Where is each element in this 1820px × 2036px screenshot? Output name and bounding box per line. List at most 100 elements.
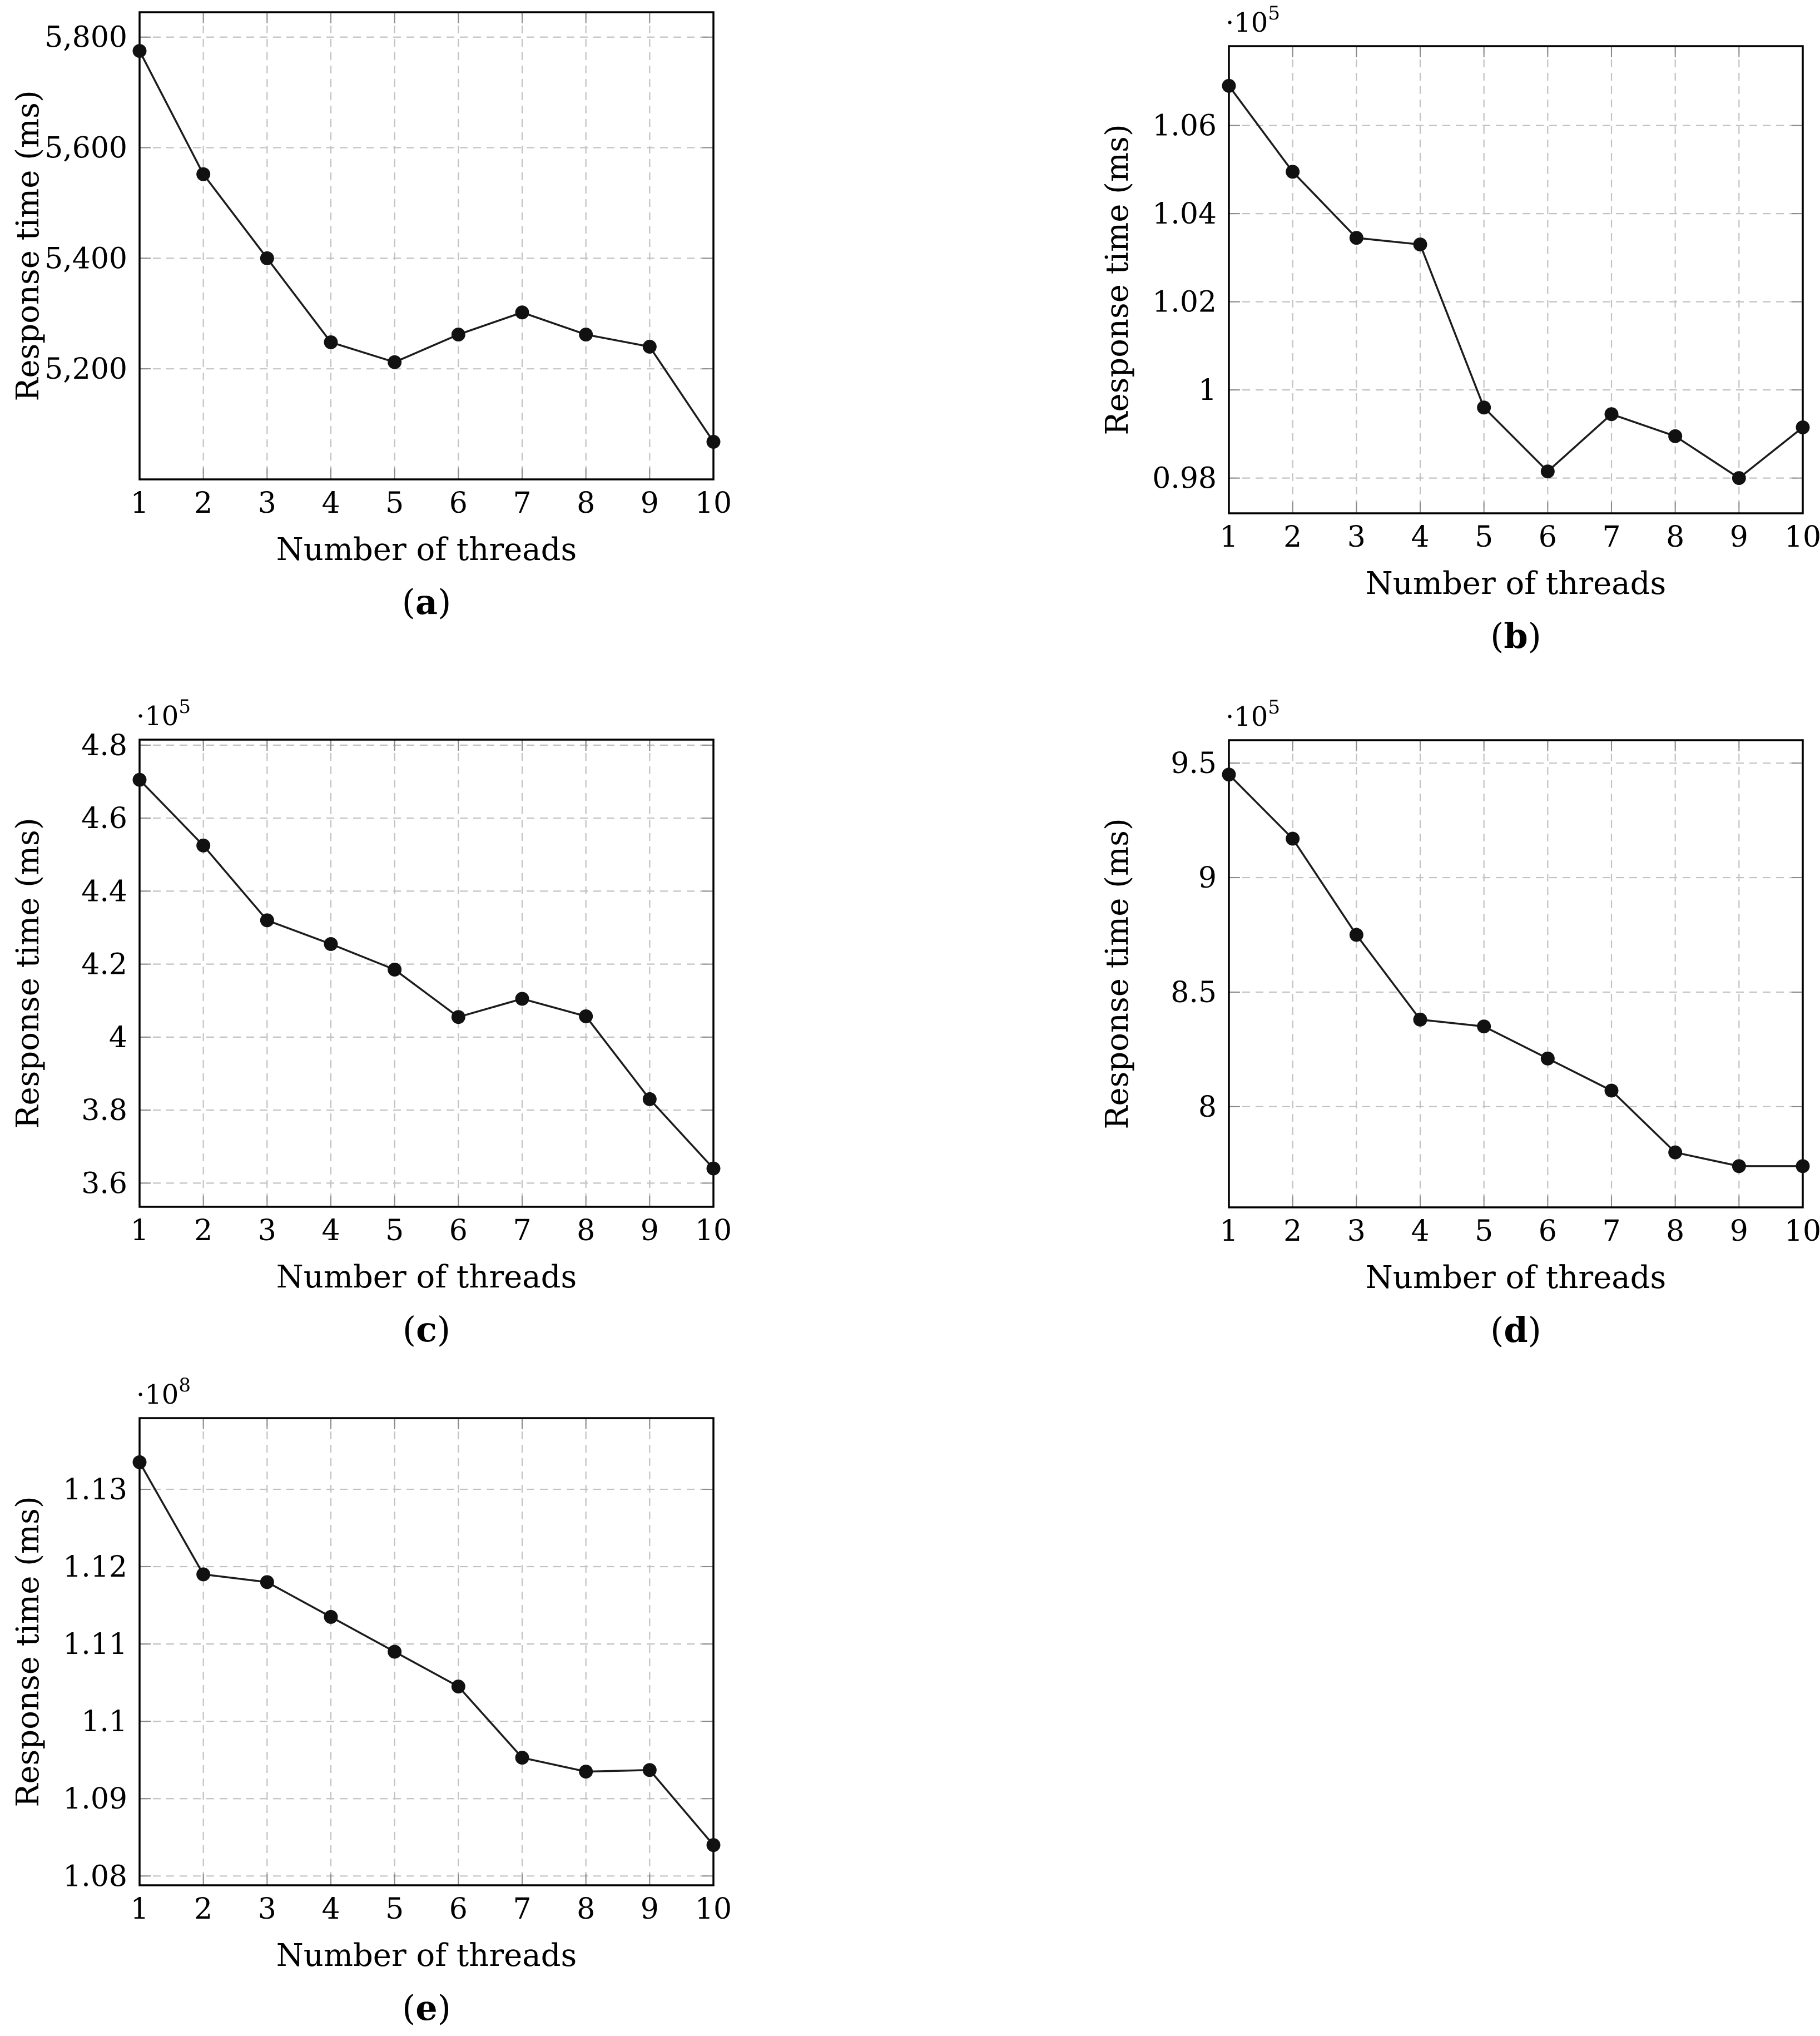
grid	[140, 740, 713, 1207]
data-point	[515, 992, 529, 1006]
x-tick-label: 3	[1347, 521, 1366, 554]
data-point	[260, 251, 274, 265]
subplot-caption: (c)	[403, 1309, 450, 1350]
data-point	[642, 1763, 657, 1777]
x-tick-label: 8	[577, 1893, 595, 1926]
data-point	[132, 772, 147, 787]
data-points	[132, 1455, 721, 1852]
x-tick-label: 9	[1730, 1215, 1748, 1248]
chart-c: 3.6 3.8 4 4.2 4.4 4.6 4.8 1 2 3 4 5 6 7 8 9 10 Number of …	[10, 696, 732, 1350]
data-point	[706, 434, 721, 449]
subplot-caption: (a)	[402, 582, 452, 622]
y-axis-label: Response time (ms)	[1099, 818, 1135, 1129]
y-tick-label: 3.6	[81, 1167, 127, 1200]
y-tick-label: 5,200	[44, 353, 127, 386]
data-point	[1222, 767, 1236, 782]
data-point	[1540, 464, 1555, 479]
data-point	[579, 1765, 593, 1779]
y-tick-label: 1.08	[63, 1860, 127, 1893]
data-points	[132, 44, 721, 449]
x-tick-label: 3	[1347, 1215, 1366, 1248]
data-point	[132, 1455, 147, 1469]
data-line	[1228, 774, 1803, 1167]
x-tick-label: 6	[449, 1893, 468, 1926]
data-point	[1796, 420, 1810, 434]
x-tick-label: 5	[385, 487, 404, 520]
x-tick-label: 9	[641, 1893, 659, 1926]
x-tick-label: 10	[695, 1893, 732, 1926]
y-axis-label: Response time (ms)	[1099, 124, 1135, 435]
y-tick-label: 5,800	[44, 21, 127, 55]
y-tick-label: 4	[109, 1021, 127, 1054]
x-tick-label: 2	[194, 487, 212, 520]
x-tick-label: 8	[577, 1214, 595, 1247]
x-axis-label: Number of threads	[1366, 566, 1666, 602]
y-tick-label: 5,400	[44, 242, 127, 275]
y-tick-label: 9	[1198, 861, 1217, 895]
x-tick-label: 3	[258, 487, 276, 520]
data-point	[1604, 1083, 1619, 1098]
data-point	[515, 305, 529, 320]
x-tick-label: 9	[1730, 521, 1748, 554]
data-point	[388, 1644, 402, 1659]
x-tick-label: 4	[321, 1893, 340, 1926]
data-point	[196, 1567, 211, 1582]
data-point	[515, 1751, 529, 1765]
y-tick-label: 4.2	[81, 948, 127, 982]
plot-frame	[138, 11, 715, 480]
y-tick-label: 1.12	[63, 1550, 127, 1584]
y-tick-label: 3.8	[81, 1094, 127, 1127]
x-tick-label: 6	[1539, 521, 1557, 554]
data-point	[642, 1092, 657, 1106]
data-point	[324, 937, 338, 951]
x-tick-label: 5	[385, 1214, 404, 1247]
data-point	[1540, 1051, 1555, 1066]
subplot-caption: (e)	[402, 1988, 451, 2028]
x-tick-label: 6	[449, 487, 468, 520]
grid	[1229, 740, 1803, 1207]
data-point	[196, 167, 211, 181]
y-tick-label: 4.6	[81, 802, 127, 835]
y-tick-label: 1	[1198, 374, 1217, 407]
data-points	[1222, 78, 1810, 486]
data-points	[1222, 767, 1810, 1173]
data-point	[451, 1010, 465, 1024]
y-exponent-label: ·105	[1226, 696, 1280, 732]
data-point	[260, 1575, 274, 1589]
y-exponent-label: ·105	[1226, 2, 1280, 38]
data-point	[388, 355, 402, 369]
data-point	[579, 328, 593, 342]
y-tick-label: 1.06	[1152, 110, 1217, 143]
x-tick-label: 1	[1219, 1215, 1238, 1248]
subplot-caption: (d)	[1490, 1310, 1541, 1350]
data-point	[1796, 1159, 1810, 1173]
tick-marks	[1228, 740, 1803, 1207]
x-tick-label: 7	[513, 1214, 531, 1247]
data-point	[1413, 237, 1427, 252]
x-tick-label: 4	[321, 1214, 340, 1247]
x-tick-label: 1	[130, 487, 148, 520]
data-point	[1286, 165, 1300, 179]
x-tick-label: 9	[641, 487, 659, 520]
data-point	[132, 44, 147, 58]
x-tick-label: 5	[1475, 1215, 1493, 1248]
data-line	[138, 779, 715, 1170]
y-tick-label: 5,600	[44, 132, 127, 165]
y-tick-label: 1.13	[63, 1473, 127, 1507]
y-tick-label: 1.1	[81, 1705, 127, 1738]
data-point	[1732, 471, 1746, 486]
y-tick-label: 8.5	[1171, 976, 1217, 1009]
x-tick-label: 2	[1283, 1215, 1302, 1248]
x-tick-label: 1	[1219, 521, 1238, 554]
x-axis-label: Number of threads	[1366, 1260, 1666, 1296]
data-point	[1349, 231, 1363, 245]
subplot-caption: (b)	[1490, 616, 1541, 656]
y-tick-label: 4.8	[81, 729, 127, 762]
y-tick-label: 8	[1198, 1091, 1217, 1124]
y-tick-label: 4.4	[81, 875, 127, 908]
data-point	[451, 328, 465, 342]
grid	[1229, 46, 1803, 513]
